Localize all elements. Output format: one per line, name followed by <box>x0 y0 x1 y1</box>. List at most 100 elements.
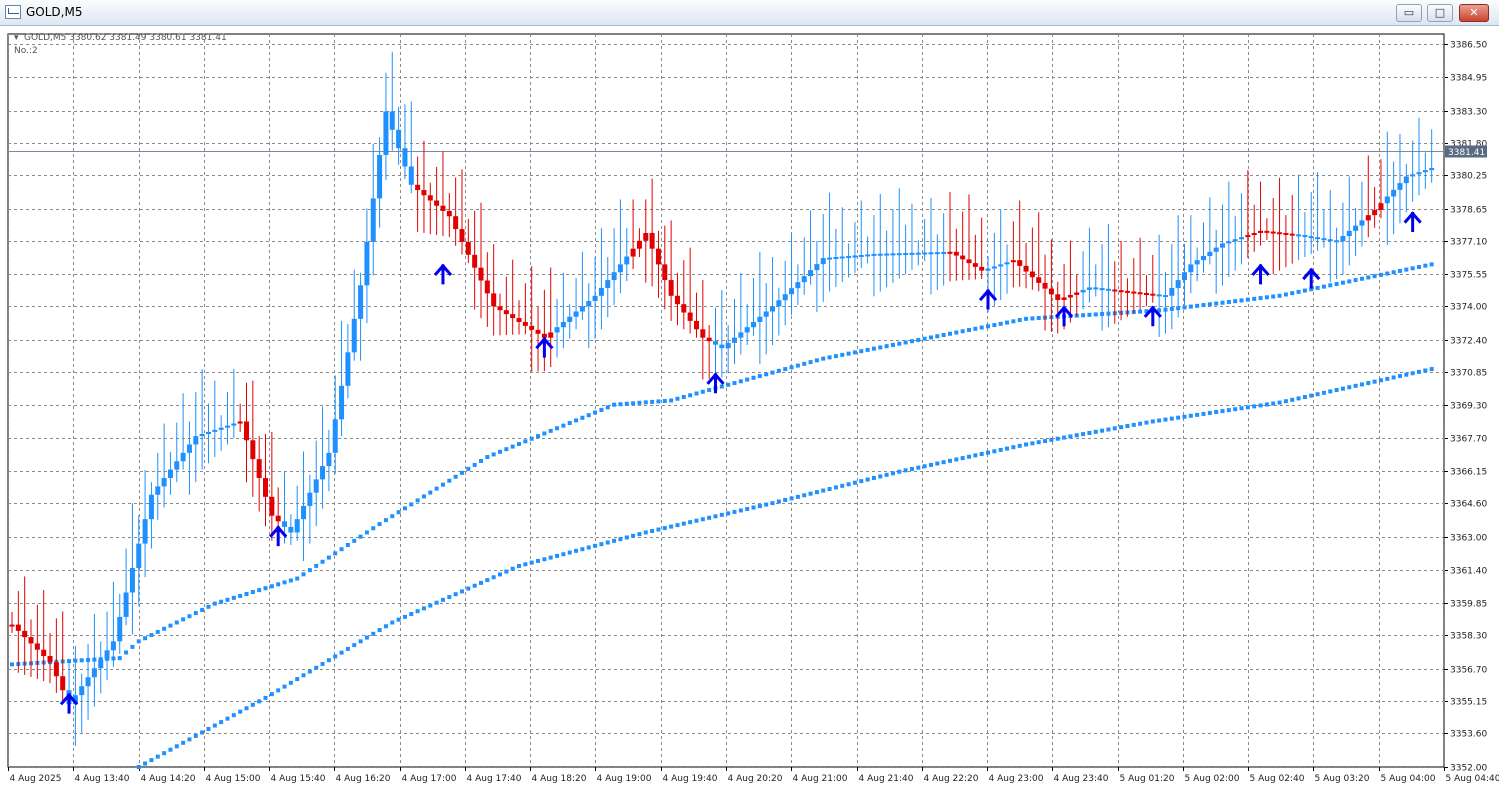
candle-body <box>275 515 281 522</box>
bullish-candle <box>744 304 750 346</box>
band-1-dot <box>1201 303 1206 308</box>
candle-body <box>1061 297 1067 300</box>
band-2-dot <box>1385 376 1390 381</box>
x-tick-label: 4 Aug 21:40 <box>859 774 914 784</box>
bullish-candle <box>605 257 611 318</box>
band-1-dot <box>700 389 705 394</box>
maximize-button[interactable]: □ <box>1427 4 1453 22</box>
bearish-candle <box>415 156 421 232</box>
band-2-dot <box>992 449 997 454</box>
bearish-candle <box>1245 170 1251 259</box>
bullish-candle <box>795 264 801 305</box>
x-tick-label: 4 Aug 14:20 <box>141 774 196 784</box>
band-1-dot <box>440 482 445 487</box>
band-2-dot <box>1144 420 1149 425</box>
band-2-dot <box>1233 407 1238 412</box>
band-2-dot <box>1188 413 1193 418</box>
candle-body <box>548 332 554 338</box>
candle-body <box>928 252 934 255</box>
band-1-dot <box>688 393 693 398</box>
bullish-candle <box>896 188 902 279</box>
band-1-dot <box>890 342 895 347</box>
band-1-dot <box>459 470 464 475</box>
price-chart[interactable]: 3386.50 3384.95 3383.30 3381.80 3380.25 3378.… <box>0 26 1499 787</box>
band-1-dot <box>1429 262 1434 267</box>
band-1-dot <box>751 375 756 380</box>
bearish-candle <box>243 382 249 483</box>
x-tick-label: 4 Aug 17:00 <box>402 774 457 784</box>
candle-body <box>1391 189 1397 197</box>
candle-body <box>649 232 655 249</box>
candle-body <box>364 241 370 286</box>
bullish-candle <box>180 393 186 470</box>
x-tick-label: 4 Aug 16:20 <box>336 774 391 784</box>
bullish-candle <box>763 283 769 355</box>
band-1-dot <box>650 399 655 404</box>
candle-body <box>1264 230 1270 233</box>
bearish-candle <box>636 228 642 258</box>
band-1-dot <box>986 324 991 329</box>
collapse-icon[interactable]: ▾ <box>14 33 19 43</box>
band-1-dot <box>174 620 179 625</box>
candle-body <box>446 210 452 217</box>
candle-body <box>1010 260 1016 263</box>
candle-body <box>592 295 598 302</box>
bullish-candle <box>915 240 921 266</box>
candle-body <box>808 270 814 277</box>
bullish-candle <box>129 503 135 635</box>
candle-body <box>579 306 585 312</box>
band-2-dot <box>732 509 737 514</box>
band-1-dot <box>827 355 832 360</box>
bearish-candle <box>979 217 985 280</box>
bearish-candle <box>484 252 490 327</box>
close-button[interactable]: ✕ <box>1459 4 1489 22</box>
band-2-dot <box>605 540 610 545</box>
band-2-dot <box>973 453 978 458</box>
band-2-dot <box>421 606 426 611</box>
candle-body <box>174 461 180 470</box>
bullish-candle <box>1302 212 1308 258</box>
band-1-dot <box>1309 287 1314 292</box>
candle-body <box>110 641 116 651</box>
band-1-dot <box>1245 297 1250 302</box>
minimize-button[interactable]: ▭ <box>1396 4 1422 22</box>
band-2-dot <box>1340 386 1345 391</box>
candle-body <box>1175 280 1181 288</box>
bullish-candle <box>301 451 307 562</box>
candle-body <box>1245 235 1251 238</box>
band-2-dot <box>814 490 819 495</box>
band-1-dot <box>314 563 319 568</box>
bullish-candle <box>307 474 313 544</box>
band-2-dot <box>162 751 167 756</box>
candle-body <box>320 466 326 480</box>
candle-body <box>782 294 788 301</box>
candle-body <box>972 263 978 267</box>
bullish-candle <box>79 673 85 733</box>
band-1-dot <box>947 331 952 336</box>
y-tick-label: 3358.30 <box>1450 632 1487 642</box>
band-2-dot <box>548 555 553 560</box>
candle-body <box>167 469 173 478</box>
candle-body <box>681 304 687 313</box>
band-2-dot <box>643 530 648 535</box>
candle-body <box>282 521 288 527</box>
bullish-candle <box>104 611 110 681</box>
band-2-dot <box>776 499 781 504</box>
band-1-dot <box>1005 320 1010 325</box>
bullish-candle <box>326 429 332 492</box>
y-tick-label: 3380.25 <box>1450 172 1487 182</box>
candle-body <box>529 325 535 330</box>
price-tag-bg <box>1445 145 1487 158</box>
band-2-dot <box>808 491 813 496</box>
y-tick-label: 3374.00 <box>1450 303 1487 313</box>
bullish-candle <box>1397 133 1403 224</box>
band-1-dot <box>1024 316 1029 321</box>
band-1-dot <box>960 329 965 334</box>
band-2-dot <box>320 661 325 666</box>
band-1-dot <box>732 381 737 386</box>
band-2-dot <box>1043 439 1048 444</box>
bearish-candle <box>1137 237 1143 310</box>
bearish-candle <box>706 325 712 379</box>
band-1-dot <box>789 365 794 370</box>
candle-body <box>770 306 776 312</box>
